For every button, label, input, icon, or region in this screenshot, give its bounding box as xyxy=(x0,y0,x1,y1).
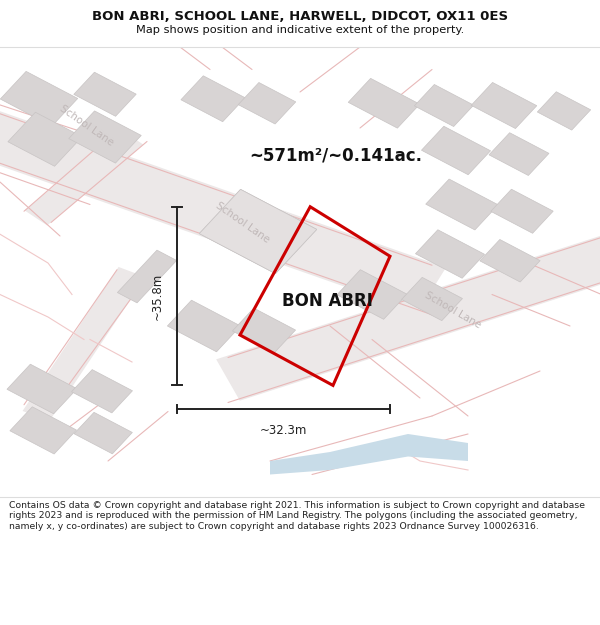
Text: Contains OS data © Crown copyright and database right 2021. This information is : Contains OS data © Crown copyright and d… xyxy=(9,501,585,531)
Text: ~571m²/~0.141ac.: ~571m²/~0.141ac. xyxy=(250,146,422,164)
Polygon shape xyxy=(348,78,420,128)
Polygon shape xyxy=(538,92,590,130)
Polygon shape xyxy=(199,189,317,274)
Polygon shape xyxy=(8,112,82,166)
Polygon shape xyxy=(216,224,600,401)
Polygon shape xyxy=(7,364,77,414)
Text: BON ABRI: BON ABRI xyxy=(281,292,373,310)
Text: ~35.8m: ~35.8m xyxy=(151,272,164,320)
Polygon shape xyxy=(181,76,245,122)
Polygon shape xyxy=(337,270,407,319)
Polygon shape xyxy=(491,189,553,233)
Polygon shape xyxy=(238,82,296,124)
Polygon shape xyxy=(74,72,136,116)
Polygon shape xyxy=(489,132,549,176)
Polygon shape xyxy=(118,250,176,303)
Polygon shape xyxy=(270,434,468,474)
Polygon shape xyxy=(71,369,133,413)
Text: School Lane: School Lane xyxy=(58,104,116,148)
Polygon shape xyxy=(415,230,485,278)
Text: BON ABRI, SCHOOL LANE, HARWELL, DIDCOT, OX11 0ES: BON ABRI, SCHOOL LANE, HARWELL, DIDCOT, … xyxy=(92,11,508,23)
Polygon shape xyxy=(421,126,491,175)
Polygon shape xyxy=(199,189,317,274)
Polygon shape xyxy=(232,308,296,353)
Polygon shape xyxy=(23,267,145,421)
Polygon shape xyxy=(0,71,78,126)
Polygon shape xyxy=(401,278,463,321)
Polygon shape xyxy=(480,239,540,282)
Text: ~32.3m: ~32.3m xyxy=(260,424,307,437)
Polygon shape xyxy=(167,300,241,352)
Polygon shape xyxy=(69,111,141,163)
Polygon shape xyxy=(471,82,537,129)
Polygon shape xyxy=(0,106,446,312)
Text: School Lane: School Lane xyxy=(214,200,272,245)
Polygon shape xyxy=(426,179,498,230)
Polygon shape xyxy=(10,407,77,454)
Text: Map shows position and indicative extent of the property.: Map shows position and indicative extent… xyxy=(136,25,464,35)
Text: School Lane: School Lane xyxy=(423,290,483,331)
Polygon shape xyxy=(415,84,473,126)
Polygon shape xyxy=(25,129,143,226)
Polygon shape xyxy=(74,412,133,454)
